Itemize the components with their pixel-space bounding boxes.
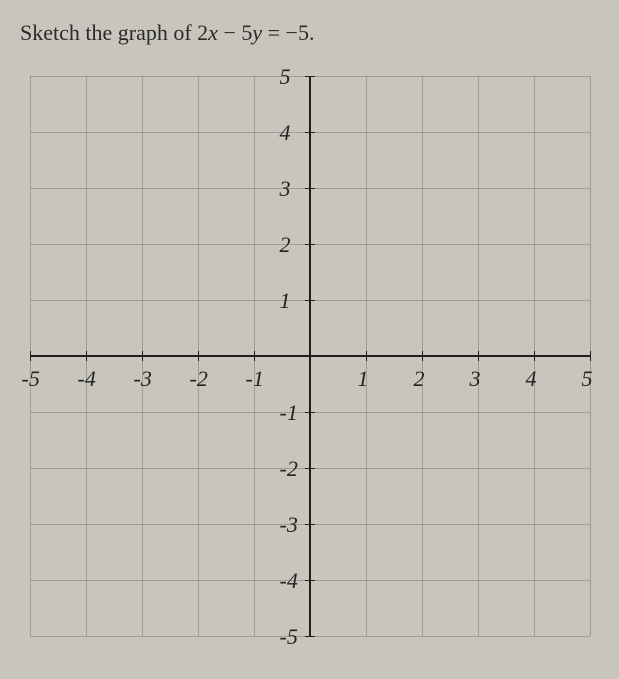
prompt-post: . <box>309 20 315 45</box>
x-tick <box>30 351 31 361</box>
y-axis-label: -2 <box>280 456 298 482</box>
y-tick <box>305 412 315 413</box>
x-axis-label: -5 <box>22 366 40 392</box>
y-axis-label: 1 <box>280 288 291 314</box>
y-axis-label: 5 <box>280 64 291 90</box>
y-tick <box>305 580 315 581</box>
coordinate-grid: 12345-5-4-3-2-112345-1-2-3-4-5 <box>30 76 590 636</box>
x-axis-label: 5 <box>582 366 593 392</box>
equation: 2x − 5y = −5 <box>197 20 309 45</box>
x-axis-label: -4 <box>78 366 96 392</box>
y-axis-label: -5 <box>280 624 298 650</box>
x-tick <box>198 351 199 361</box>
y-axis-label: 4 <box>280 120 291 146</box>
y-tick <box>305 188 315 189</box>
y-axis-label: -1 <box>280 400 298 426</box>
x-tick <box>254 351 255 361</box>
coef-b: 5 <box>241 20 252 45</box>
x-tick <box>142 351 143 361</box>
y-tick <box>305 132 315 133</box>
y-tick <box>305 76 315 77</box>
var-y: y <box>252 20 262 45</box>
x-tick <box>478 351 479 361</box>
x-axis-label: -1 <box>246 366 264 392</box>
y-axis <box>309 76 311 636</box>
var-x: x <box>208 20 218 45</box>
y-axis-label: 2 <box>280 232 291 258</box>
y-tick <box>305 468 315 469</box>
y-tick <box>305 300 315 301</box>
coef-a: 2 <box>197 20 208 45</box>
x-axis-label: 4 <box>526 366 537 392</box>
x-tick <box>590 351 591 361</box>
y-axis-label: -3 <box>280 512 298 538</box>
minus: − <box>218 20 241 45</box>
y-tick <box>305 524 315 525</box>
x-axis-label: 3 <box>470 366 481 392</box>
prompt-text: Sketch the graph of 2x − 5y = −5. <box>20 20 599 46</box>
y-axis-label: 3 <box>280 176 291 202</box>
x-axis-label: 2 <box>414 366 425 392</box>
x-tick <box>422 351 423 361</box>
y-tick <box>305 636 315 637</box>
x-axis-label: 1 <box>358 366 369 392</box>
rhs: −5 <box>286 20 309 45</box>
x-tick <box>366 351 367 361</box>
x-axis-label: -3 <box>134 366 152 392</box>
equals: = <box>262 20 285 45</box>
y-tick <box>305 244 315 245</box>
x-axis-label: -2 <box>190 366 208 392</box>
prompt-pre: Sketch the graph of <box>20 20 197 45</box>
x-tick <box>86 351 87 361</box>
x-tick <box>534 351 535 361</box>
y-axis-label: -4 <box>280 568 298 594</box>
